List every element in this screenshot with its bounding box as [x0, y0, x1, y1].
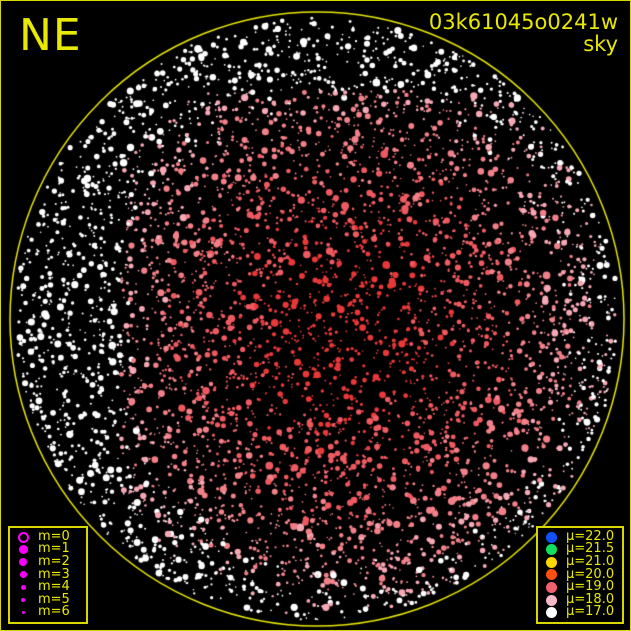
magnitude-label: m=3	[38, 566, 70, 582]
brightness-label: μ=19.0	[566, 579, 615, 595]
brightness-label: μ=18.0	[566, 591, 615, 607]
magnitude-dot-icon	[21, 611, 25, 615]
brightness-legend-item: μ=20.0	[544, 566, 616, 582]
magnitude-dot-icon	[19, 558, 27, 567]
brightness-dot-icon	[545, 594, 557, 606]
magnitude-label: m=4	[38, 579, 70, 595]
brightness-legend-item: μ=21.0	[544, 554, 616, 570]
image-type: sky	[583, 32, 618, 56]
magnitude-label: m=5	[38, 591, 70, 607]
brightness-legend-item: μ=21.5	[544, 543, 616, 556]
magnitude-label: m=1	[38, 541, 70, 557]
sky-brightness-legend: μ=22.0 μ=21.5 μ=21.0 μ=20.0 μ=19.0 μ=18.0 μ=17…	[536, 525, 624, 624]
magnitude-dot-icon	[21, 598, 25, 603]
magnitude-legend-item: m=3	[16, 566, 80, 582]
brightness-dot-icon	[545, 544, 557, 556]
image-id: 03k61045o0241w	[428, 10, 618, 34]
magnitude-label: m=0	[38, 528, 70, 544]
magnitude-legend-item: m=0	[16, 528, 80, 544]
magnitude-legend-item: m=6	[16, 606, 80, 619]
magnitude-label: m=2	[38, 554, 70, 570]
magnitude-legend-item: m=2	[16, 554, 80, 570]
magnitude-legend-item: m=1	[16, 543, 80, 556]
brightness-legend-item: μ=22.0	[544, 528, 616, 544]
brightness-dot-icon	[545, 556, 557, 568]
image-info: 03k61045o0241w sky	[429, 11, 618, 55]
brightness-label: μ=21.5	[566, 541, 615, 557]
brightness-dot-icon	[545, 531, 557, 543]
magnitude-label: m=6	[38, 604, 70, 620]
direction-label: NE	[19, 10, 82, 61]
magnitude-legend-item: m=4	[16, 579, 80, 595]
brightness-label: μ=22.0	[566, 528, 615, 544]
brightness-label: μ=20.0	[566, 566, 615, 582]
magnitude-legend: m=0 m=1 m=2 m=3 m=4 m=5 m=6	[8, 525, 88, 624]
magnitude-dot-icon	[17, 531, 29, 543]
magnitude-dot-icon	[18, 545, 28, 555]
magnitude-legend-item: m=5	[16, 591, 80, 607]
brightness-legend-item: μ=18.0	[544, 591, 616, 607]
brightness-label: μ=21.0	[566, 554, 615, 570]
brightness-legend-item: μ=17.0	[544, 606, 616, 619]
brightness-dot-icon	[545, 569, 557, 581]
magnitude-dot-icon	[19, 571, 27, 579]
brightness-legend-item: μ=19.0	[544, 579, 616, 595]
brightness-dot-icon	[545, 607, 557, 619]
brightness-label: μ=17.0	[566, 604, 615, 620]
magnitude-dot-icon	[20, 585, 26, 591]
brightness-dot-icon	[545, 582, 557, 594]
